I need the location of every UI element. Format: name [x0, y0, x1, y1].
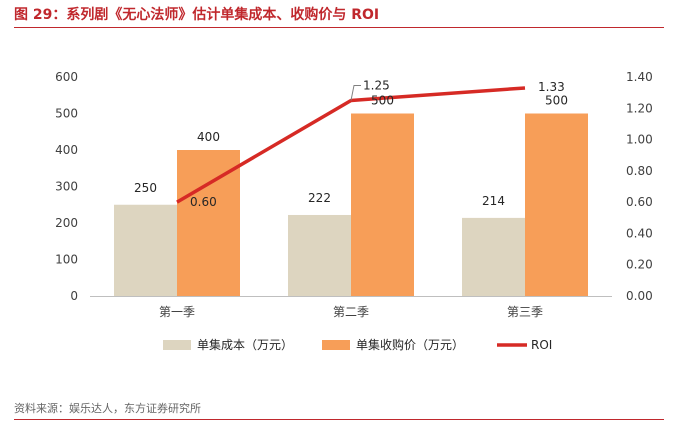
label-layer: 250 400 222 500 214 500 0.60 1.25 1.33: [134, 78, 568, 209]
cost-bar: [288, 214, 351, 296]
source-note: 资料来源：娱乐达人，东方证券研究所: [14, 402, 201, 415]
y-left-tick-label: 200: [55, 216, 78, 230]
y-right-tick-label: 0.60: [626, 195, 653, 209]
legend-price-swatch: [322, 340, 350, 350]
roi-label: 1.33: [538, 80, 565, 94]
y-left-tick-label: 600: [55, 70, 78, 84]
x-tick-label: 第一季: [159, 305, 195, 319]
legend: 单集成本（万元） 单集收购价（万元） ROI: [163, 337, 552, 352]
cost-bar-label: 222: [308, 191, 331, 205]
y-left-tick-label: 400: [55, 143, 78, 157]
legend-cost-label: 单集成本（万元）: [197, 337, 293, 352]
x-tick-label: 第二季: [333, 305, 369, 319]
legend-cost-swatch: [163, 340, 191, 350]
y-right-tick-label: 1.20: [626, 101, 653, 115]
roi-label: 0.60: [190, 195, 217, 209]
y-right-tick-label: 1.00: [626, 133, 653, 147]
y-left-tick-label: 500: [55, 107, 78, 121]
price-bar: [525, 113, 588, 296]
title-rule: [14, 27, 664, 28]
y-right-tick-label: 0.00: [626, 289, 653, 303]
price-bar-label: 400: [197, 130, 220, 144]
roi-label: 1.25: [363, 78, 390, 92]
bar-layer: [114, 113, 588, 296]
roi-label-leader: [350, 84, 361, 101]
y-right-tick-label: 0.40: [626, 226, 653, 240]
cost-bar: [462, 217, 525, 296]
axis-layer: 0 100 200 300 400 500 600 0.00 0.20 0.40 0.60 0.80 1…: [55, 70, 653, 319]
bottom-rule: [14, 419, 664, 420]
y-right-tick-label: 0.20: [626, 258, 653, 272]
x-tick-label: 第三季: [507, 305, 543, 319]
y-left-tick-label: 100: [55, 253, 78, 267]
price-bar-label: 500: [371, 94, 394, 108]
price-bar: [177, 150, 240, 296]
figure-title: 图 29：系列剧《无心法师》估计单集成本、收购价与 ROI: [14, 7, 380, 23]
y-right-tick-label: 0.80: [626, 164, 653, 178]
cost-bar-label: 250: [134, 181, 157, 195]
cost-bar-label: 214: [482, 194, 505, 208]
price-bar: [351, 113, 414, 296]
y-left-tick-label: 0: [70, 289, 78, 303]
y-left-tick-label: 300: [55, 180, 78, 194]
cost-bar: [114, 204, 177, 296]
y-right-tick-label: 1.40: [626, 70, 653, 84]
price-bar-label: 500: [545, 94, 568, 108]
legend-roi-label: ROI: [531, 338, 552, 352]
legend-price-label: 单集收购价（万元）: [356, 337, 464, 352]
